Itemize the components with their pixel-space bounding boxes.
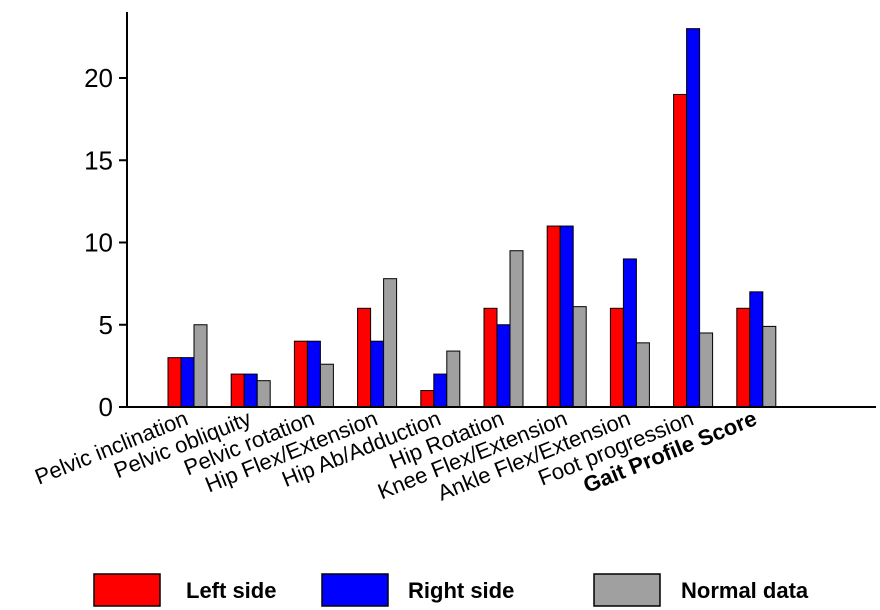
bar-right-side-pelvic-obliquity	[243, 373, 258, 408]
bar-normal-data-gait-profile-score	[762, 325, 777, 408]
bar-normal-data-hip-flex-extension	[383, 278, 398, 408]
y-tick-label-0: 0	[99, 392, 113, 422]
bar-normal-data-knee-flex-extension	[572, 306, 587, 408]
legend-swatch-right-side	[321, 573, 389, 607]
bar-normal-data-pelvic-rotation	[319, 363, 334, 408]
y-tick-label-15: 15	[84, 145, 113, 175]
bars-group	[167, 28, 777, 408]
bar-right-side-foot-progression	[686, 28, 701, 408]
bar-left-side-hip-ab-adduction	[420, 390, 435, 408]
bar-normal-data-pelvic-obliquity	[256, 380, 271, 408]
legend-label-left-side: Left side	[186, 578, 276, 603]
bar-right-side-hip-ab-adduction	[433, 373, 448, 408]
bar-left-side-gait-profile-score	[736, 307, 751, 408]
legend: Left side Right side Normal data	[93, 573, 809, 607]
bar-left-side-hip-rotation	[483, 307, 498, 408]
bar-left-side-ankle-flex-extension	[609, 307, 624, 408]
bar-normal-data-hip-ab-adduction	[446, 350, 461, 408]
legend-label-normal-data: Normal data	[681, 578, 809, 603]
bar-left-side-foot-progression	[673, 93, 688, 408]
bar-left-side-pelvic-rotation	[293, 340, 308, 408]
y-tick-label-10: 10	[84, 228, 113, 258]
bar-right-side-pelvic-rotation	[306, 340, 321, 408]
bar-normal-data-hip-rotation	[509, 250, 524, 408]
y-tick-label-5: 5	[99, 310, 113, 340]
bar-right-side-ankle-flex-extension	[622, 258, 637, 408]
bar-right-side-gait-profile-score	[749, 291, 764, 408]
bar-right-side-hip-flex-extension	[370, 340, 385, 408]
bar-left-side-knee-flex-extension	[546, 225, 561, 408]
bar-right-side-pelvic-inclination	[180, 357, 195, 408]
bar-left-side-hip-flex-extension	[357, 307, 372, 408]
bar-normal-data-foot-progression	[699, 332, 714, 408]
bar-right-side-hip-rotation	[496, 324, 511, 408]
bar-normal-data-pelvic-inclination	[193, 324, 208, 408]
bar-normal-data-ankle-flex-extension	[635, 342, 650, 408]
bar-left-side-pelvic-obliquity	[230, 373, 245, 408]
legend-label-right-side: Right side	[408, 578, 514, 603]
legend-swatch-normal-data	[593, 573, 661, 607]
bar-left-side-pelvic-inclination	[167, 357, 182, 408]
y-ticks-group: 0 5 10 15 20	[84, 63, 127, 422]
bar-right-side-knee-flex-extension	[559, 225, 574, 408]
y-tick-label-20: 20	[84, 63, 113, 93]
legend-swatch-left-side	[93, 573, 161, 607]
